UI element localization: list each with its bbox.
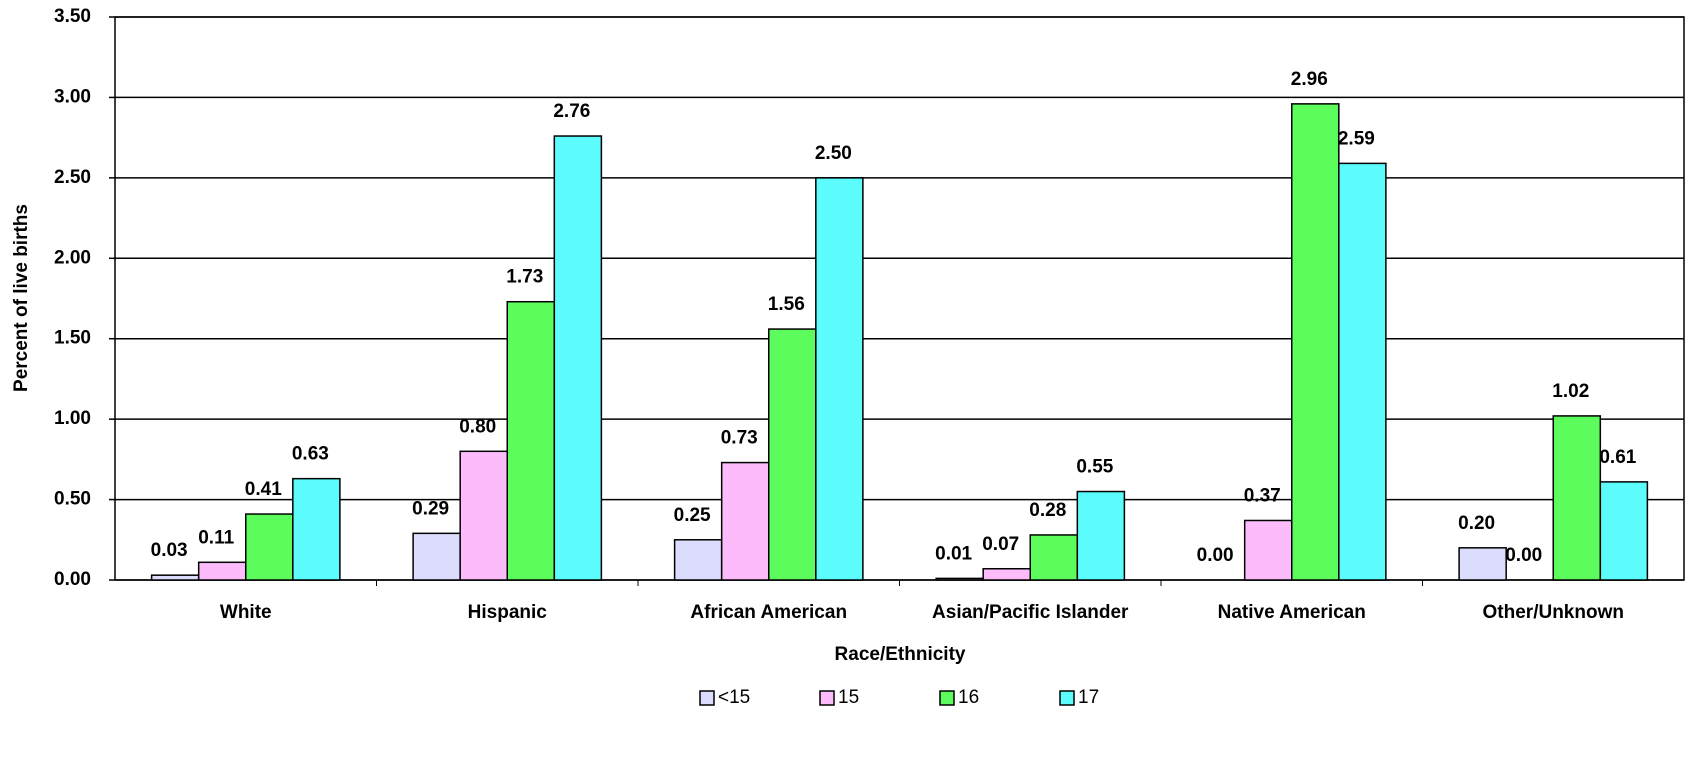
bar [245,513,294,581]
value-label: 2.50 [815,143,852,164]
bar [1458,547,1507,581]
y-tick-label: 2.50 [54,167,91,188]
value-label: 0.11 [198,527,234,548]
plot-area [114,16,1685,581]
value-label: 0.20 [1458,513,1495,534]
value-label: 0.37 [1244,485,1281,506]
y-tick-label: 0.50 [54,489,91,510]
bar [553,135,603,581]
value-label: 0.55 [1076,457,1113,478]
legend-swatch [699,690,715,706]
bar [459,450,508,581]
y-tick-label: 2.00 [54,247,91,268]
value-label: 2.59 [1338,128,1375,149]
bar [292,477,341,581]
y-tick-label: 1.50 [54,328,91,349]
legend-swatch [939,690,955,706]
bar [1076,490,1126,581]
bar [673,539,723,581]
bar [412,532,461,581]
bar [1599,481,1649,581]
bar [720,461,770,581]
value-label: 2.96 [1291,69,1328,90]
value-label: 2.76 [553,101,590,122]
value-label: 1.73 [506,267,543,288]
y-axis-title: Percent of live births [11,204,32,392]
x-tick-label: White [220,602,272,623]
value-label: 0.25 [674,505,711,526]
value-label: 0.00 [1197,545,1234,566]
bar [506,300,556,581]
value-label: 0.00 [1505,545,1542,566]
value-label: 0.03 [151,540,188,561]
y-tick-label: 3.00 [54,86,91,107]
value-label: 0.28 [1029,500,1066,521]
bar [197,561,247,581]
value-label: 0.29 [412,498,449,519]
legend-label: 15 [838,687,859,708]
legend-swatch [819,690,835,706]
value-label: 0.07 [982,534,1019,555]
x-axis-title: Race/Ethnicity [835,644,966,665]
bar [1552,415,1602,581]
y-tick-label: 3.50 [54,6,91,27]
legend-label: 16 [958,687,979,708]
value-label: 0.61 [1599,447,1636,468]
y-tick-label: 1.00 [54,408,91,429]
value-label: 0.73 [721,428,758,449]
y-tick-label: 0.00 [54,569,91,590]
legend-label: 17 [1078,687,1099,708]
bar [150,574,200,581]
x-tick-label: Native American [1218,602,1366,623]
x-tick-label: Other/Unknown [1483,602,1624,623]
bar [1338,162,1387,581]
bar [1243,519,1293,581]
bar [1029,534,1079,581]
value-label: 0.01 [935,543,972,564]
value-label: 1.02 [1552,381,1589,402]
bar [815,177,864,581]
legend-label: <15 [718,687,750,708]
x-tick-label: African American [690,602,847,623]
bar [935,577,984,581]
value-label: 1.56 [768,294,805,315]
value-label: 0.41 [245,479,282,500]
bar [768,328,817,581]
legend-swatch [1059,690,1075,706]
value-label: 0.63 [292,444,329,465]
x-tick-label: Hispanic [468,602,548,623]
x-tick-label: Asian/Pacific Islander [932,602,1129,623]
bar [982,567,1031,581]
value-label: 0.80 [459,416,496,437]
bar [1291,103,1340,581]
